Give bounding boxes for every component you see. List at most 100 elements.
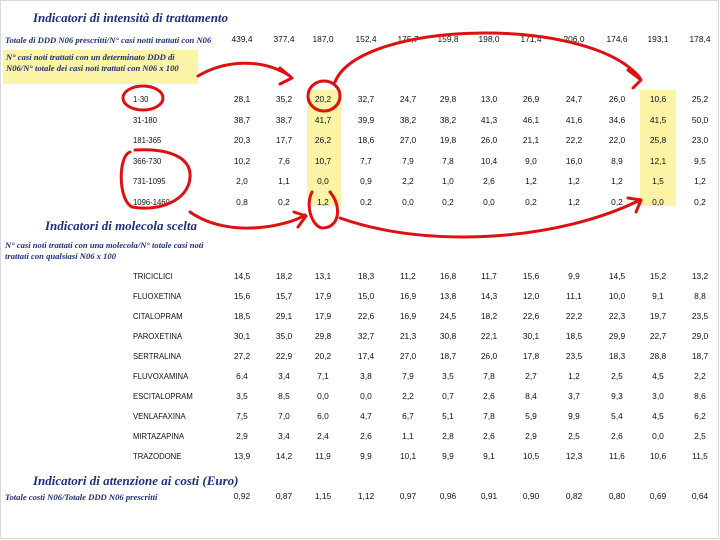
table-cell: 24,5 bbox=[439, 311, 457, 321]
row-label: 181-365 bbox=[133, 135, 162, 145]
table-cell: 159,8 bbox=[437, 34, 459, 44]
table-cell: 174,6 bbox=[606, 34, 628, 44]
table-row: 366-730 10,2 7,6 10,7 7,7 7,9 7,8 10,4 9,0 16,0 8,… bbox=[0, 156, 720, 170]
table-cell: 17,8 bbox=[522, 351, 540, 361]
table-cell: 2,9 bbox=[525, 431, 537, 441]
table-cell: 2,5 bbox=[694, 431, 706, 441]
table-cell: 206,0 bbox=[563, 34, 585, 44]
table-cell: 9,9 bbox=[442, 451, 454, 461]
table-cell: 7,8 bbox=[483, 411, 495, 421]
table-cell: 6,7 bbox=[402, 411, 414, 421]
table-cell: 3,5 bbox=[442, 371, 454, 381]
table-cell: 2,6 bbox=[483, 431, 495, 441]
table-cell: 41,5 bbox=[649, 114, 667, 125]
table-cell: 14,3 bbox=[480, 291, 498, 301]
table-cell: 10,1 bbox=[399, 451, 417, 461]
table-cell: 38,2 bbox=[439, 114, 457, 125]
costs-title: Indicatori di attenzione ai costi (Euro) bbox=[33, 473, 239, 488]
table-row: PAROXETINA 30,1 35,0 29,8 32,7 21,3 30,8 22,1 30… bbox=[0, 331, 720, 345]
table-cell: 1,2 bbox=[568, 371, 580, 381]
table-cell: 16,8 bbox=[439, 271, 457, 281]
table-cell: 0,64 bbox=[691, 491, 709, 501]
table-cell: 152,4 bbox=[355, 34, 377, 44]
table-cell: 41,3 bbox=[480, 114, 498, 125]
table-cell: 0,0 bbox=[317, 176, 329, 186]
row-label: 31-180 bbox=[133, 114, 157, 125]
table-cell: 16,9 bbox=[399, 291, 417, 301]
table-cell: 11,5 bbox=[692, 451, 708, 461]
arrow-to-bottom-cell bbox=[188, 210, 307, 230]
table-cell: 11,2 bbox=[400, 271, 416, 281]
table-cell: 10,5 bbox=[522, 451, 540, 461]
table-row: FLUOXETINA 15,6 15,7 17,9 15,0 16,9 13,8 14,3 12… bbox=[0, 291, 720, 305]
table-cell: 7,9 bbox=[402, 371, 414, 381]
table-cell: 38,7 bbox=[275, 114, 293, 125]
table-row: TRAZODONE 13,9 14,2 11,9 9,9 10,1 9,9 9,1 10,5 12… bbox=[0, 451, 720, 465]
table-cell: 3,4 bbox=[278, 371, 290, 381]
table-cell: 0,0 bbox=[360, 391, 372, 401]
table-cell: 3,5 bbox=[236, 391, 248, 401]
table-cell: 15,7 bbox=[275, 291, 293, 301]
table-cell: 10,0 bbox=[608, 291, 626, 301]
table-cell: 1,1 bbox=[402, 431, 414, 441]
table-cell: 28,1 bbox=[233, 94, 251, 104]
row-label: FLUOXETINA bbox=[133, 291, 182, 301]
row-label: 366-730 bbox=[133, 155, 162, 166]
row-label: 1096-1460 bbox=[133, 196, 170, 207]
table-row: 181-365 20,3 17,7 26,2 18,6 27,0 19,8 26,0 21,1 2… bbox=[0, 135, 720, 149]
table-cell: 0,7 bbox=[442, 391, 454, 401]
table-cell: 12,3 bbox=[565, 451, 583, 461]
table-cell: 13,0 bbox=[480, 94, 498, 104]
table-cell: 23,5 bbox=[691, 311, 709, 321]
table-cell: 24,7 bbox=[399, 94, 417, 104]
table-cell: 8,4 bbox=[525, 391, 537, 401]
column-highlight-3 bbox=[307, 90, 341, 206]
table-cell: 18,3 bbox=[357, 271, 375, 281]
table-cell: 1,1 bbox=[278, 176, 290, 186]
table-cell: 9,0 bbox=[525, 155, 537, 166]
table-cell: 46,1 bbox=[522, 114, 540, 125]
table-cell: 2,5 bbox=[611, 371, 623, 381]
arrowhead-2 bbox=[626, 68, 643, 90]
table-cell: 0,92 bbox=[233, 491, 251, 501]
table-cell: 1,12 bbox=[357, 491, 375, 501]
table-cell: 0,8 bbox=[236, 196, 248, 207]
table-cell: 9,9 bbox=[568, 271, 580, 281]
table-cell: 7,7 bbox=[360, 155, 372, 166]
table-row: CITALOPRAM 18,5 29,1 17,9 22,6 16,9 24,5 18,2 22… bbox=[0, 311, 720, 325]
table-cell: 2,8 bbox=[442, 431, 454, 441]
table-cell: 7,5 bbox=[236, 411, 248, 421]
table-cell: 1,2 bbox=[611, 176, 623, 186]
table-cell: 0,2 bbox=[360, 196, 372, 207]
table-cell: 4,5 bbox=[652, 411, 664, 421]
table-cell: 18,7 bbox=[439, 351, 457, 361]
table-cell: 9,1 bbox=[652, 291, 664, 301]
costs-total-label: Totale costi N06/Totale DDD N06 prescrit… bbox=[5, 492, 158, 502]
table-cell: 2,5 bbox=[568, 431, 580, 441]
intensity-title: Indicatori di intensità di trattamento bbox=[33, 10, 229, 25]
table-cell: 20,2 bbox=[314, 351, 332, 361]
table-cell: 18,5 bbox=[233, 311, 251, 321]
table-cell: 12,1 bbox=[649, 155, 667, 166]
table-cell: 28,8 bbox=[649, 351, 667, 361]
table-cell: 0,69 bbox=[649, 491, 667, 501]
table-cell: 198,0 bbox=[478, 34, 500, 44]
table-cell: 27,0 bbox=[399, 351, 417, 361]
table-cell: 5,1 bbox=[442, 411, 454, 421]
table-cell: 0,2 bbox=[278, 196, 290, 207]
row-label: ESCITALOPRAM bbox=[133, 391, 193, 401]
table-cell: 20,2 bbox=[314, 94, 332, 104]
table-cell: 0,0 bbox=[483, 196, 495, 207]
table-cell: 193,1 bbox=[647, 34, 669, 44]
table-cell: 1,5 bbox=[652, 176, 664, 186]
table-cell: 0,97 bbox=[399, 491, 417, 501]
table-cell: 30,1 bbox=[233, 331, 251, 341]
table-cell: 15,0 bbox=[357, 291, 375, 301]
table-cell: 30,1 bbox=[522, 331, 540, 341]
table-row: MIRTAZAPINA 2,9 3,4 2,4 2,6 1,1 2,8 2,6 2,9 2,5 2,… bbox=[0, 431, 720, 445]
table-cell: 3,7 bbox=[568, 391, 580, 401]
table-cell: 8,8 bbox=[694, 291, 706, 301]
table-cell: 8,6 bbox=[694, 391, 706, 401]
table-cell: 10,7 bbox=[314, 155, 332, 166]
table-row: 1-30 28,1 35,2 20,2 32,7 24,7 29,8 13,0 26,9 24,7… bbox=[0, 94, 720, 108]
